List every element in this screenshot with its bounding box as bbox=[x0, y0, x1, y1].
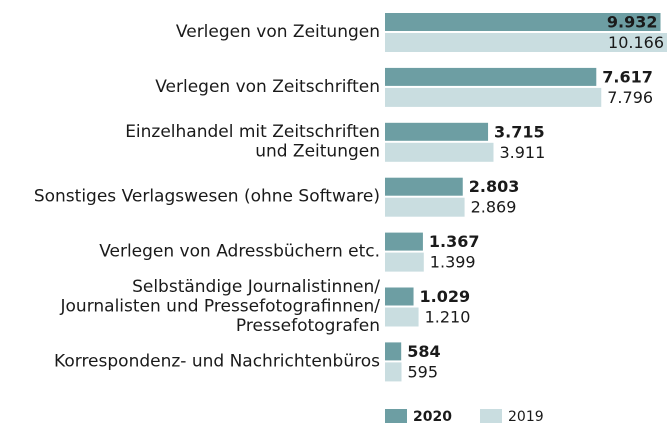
value-label: 1.029 bbox=[420, 287, 471, 306]
bar bbox=[385, 13, 661, 31]
value-label: 3.715 bbox=[494, 122, 545, 141]
category-label: Verlegen von Adressbüchern etc. bbox=[99, 242, 380, 262]
value-label: 7.796 bbox=[607, 88, 653, 107]
category-label: Verlegen von Zeitungen bbox=[176, 22, 380, 42]
category-label: Sonstiges Verlagswesen (ohne Software) bbox=[34, 187, 380, 207]
category-label: Verlegen von Zeitschriften bbox=[155, 77, 380, 97]
category-label: Pressefotografen bbox=[236, 316, 380, 336]
value-label: 584 bbox=[407, 342, 440, 361]
value-label: 3.911 bbox=[499, 143, 545, 162]
bar bbox=[385, 232, 423, 251]
value-label: 7.617 bbox=[602, 67, 653, 86]
category-label: Selbständige Journalistinnen/ bbox=[132, 277, 380, 297]
bar bbox=[385, 67, 597, 86]
value-label: 9.932 bbox=[607, 13, 658, 32]
bar bbox=[385, 177, 463, 196]
bar bbox=[385, 87, 602, 107]
category-label: und Zeitungen bbox=[255, 142, 380, 162]
bar bbox=[385, 33, 667, 52]
bar bbox=[385, 197, 465, 217]
bar bbox=[385, 287, 414, 306]
legend-label: 2019 bbox=[508, 409, 544, 423]
bar bbox=[385, 342, 402, 361]
category-label: Korrespondenz- und Nachrichtenbüros bbox=[54, 351, 380, 371]
value-label: 2.803 bbox=[469, 177, 520, 196]
bar bbox=[385, 307, 419, 327]
value-label: 10.166 bbox=[608, 33, 664, 52]
value-label: 1.210 bbox=[425, 308, 471, 327]
bar bbox=[385, 362, 402, 382]
legend-swatch bbox=[385, 409, 407, 423]
legend-label: 2020 bbox=[413, 409, 452, 423]
value-label: 2.869 bbox=[471, 198, 517, 217]
value-label: 1.367 bbox=[429, 232, 480, 251]
category-label: Journalisten und Pressefotografinnen/ bbox=[60, 297, 381, 317]
bar bbox=[385, 142, 494, 162]
bar bbox=[385, 122, 489, 141]
category-label: Einzelhandel mit Zeitschriften bbox=[125, 122, 380, 142]
value-label: 1.399 bbox=[430, 253, 476, 272]
value-label: 595 bbox=[408, 362, 439, 381]
legend-swatch bbox=[480, 409, 502, 423]
bar bbox=[385, 252, 424, 272]
